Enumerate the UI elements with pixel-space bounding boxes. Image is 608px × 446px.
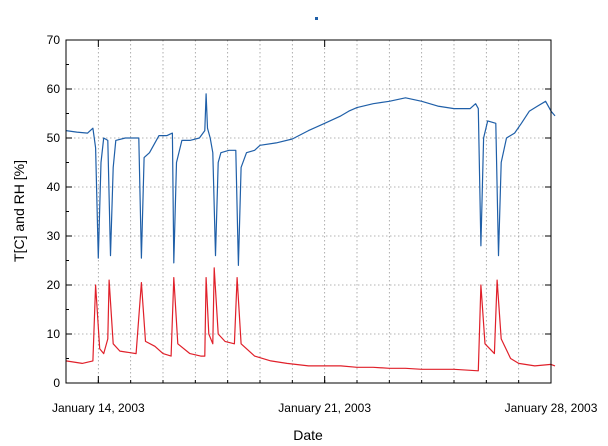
y-tick-label: 10 [47,327,61,341]
y-axis-title: T[C] and RH [%] [11,160,27,262]
x-axis-title: Date [293,427,323,443]
grid [66,40,551,383]
series-group [65,93,556,372]
y-tick-label: 0 [53,376,60,390]
y-tick-label: 30 [47,229,61,243]
series-line-1 [65,93,556,266]
legend [315,17,318,20]
series-line-2 [65,267,556,372]
y-tick-label: 70 [47,33,61,47]
axes: 0 10 20 30 40 50 60 70 January 14, 2003 January 2… [47,33,598,415]
plot-frame [65,39,552,384]
legend-marker [315,17,318,20]
x-tick-label: January 21, 2003 [278,401,371,415]
y-tick-label: 20 [47,278,61,292]
x-tick-label: January 14, 2003 [52,401,145,415]
y-tick-label: 40 [47,180,61,194]
y-tick-label: 60 [47,82,61,96]
y-tick-label: 50 [47,131,61,145]
x-tick-label: January 28, 2003 [505,401,598,415]
